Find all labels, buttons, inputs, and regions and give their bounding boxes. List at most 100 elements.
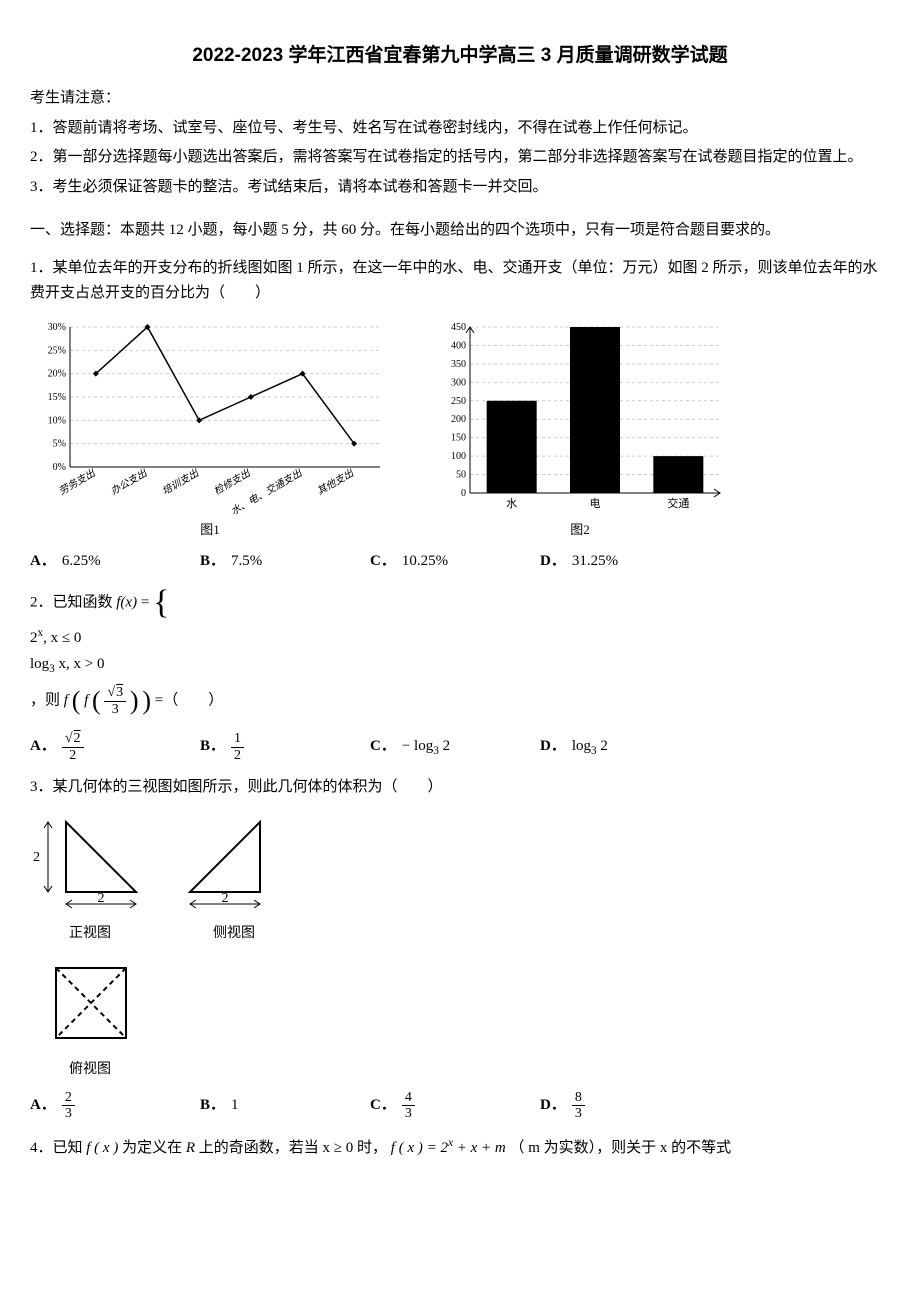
q2-outer-f: f	[64, 693, 68, 709]
q2-arg-num: 3	[115, 685, 123, 700]
q3-a-den: 3	[62, 1106, 75, 1121]
q2-prefix: 2．已知函数	[30, 595, 116, 611]
rparen2-icon: )	[130, 686, 139, 715]
q4-R: R	[186, 1140, 195, 1156]
q3-c-den: 3	[402, 1106, 415, 1121]
notice-heading: 考生请注意：	[30, 86, 890, 112]
svg-text:2: 2	[98, 891, 105, 906]
opt-a-label: A．	[30, 549, 56, 575]
q3-d-num: 8	[572, 1090, 585, 1106]
front-view: 22	[30, 810, 150, 920]
q2-a-label: A．	[30, 734, 56, 760]
q1-options: A．6.25% B．7.5% C．10.25% D．31.25%	[30, 549, 890, 575]
q3-a-label: A．	[30, 1093, 56, 1119]
q2-a-num: 2	[73, 731, 81, 746]
svg-text:300: 300	[451, 377, 466, 388]
q3-views: 22 正视图 2 侧视图 俯视图	[30, 810, 890, 1082]
section-1-heading: 一、选择题：本题共 12 小题，每小题 5 分，共 60 分。在每小题给出的四个…	[30, 218, 890, 244]
line-chart: 0%5%10%15%20%25%30%劳务支出办公支出培训支出检修支出水、电、交…	[30, 317, 390, 517]
side-view: 2	[174, 810, 294, 920]
lparen-icon: (	[72, 686, 81, 715]
rparen-icon: )	[142, 686, 151, 715]
q4-fx: f ( x )	[86, 1140, 118, 1156]
bar-chart: 050100150200250300350400450水电交通	[430, 317, 730, 517]
notice-3: 3．考生必须保证答题卡的整洁。考试结束后，请将本试卷和答题卡一并交回。	[30, 175, 890, 201]
line-chart-caption: 图1	[30, 519, 390, 541]
top-view-block: 俯视图	[30, 956, 150, 1082]
top-view	[30, 956, 150, 1056]
q2-d-rest: 2	[597, 738, 608, 754]
q3-d-den: 3	[572, 1106, 585, 1121]
lparen2-icon: (	[92, 686, 101, 715]
svg-text:培训支出: 培训支出	[160, 467, 202, 498]
q4-text: 4．已知 f ( x ) 为定义在 R 上的奇函数，若当 x ≥ 0 时， f …	[30, 1134, 890, 1162]
brace-icon: {	[153, 586, 169, 620]
notice-1: 1．答题前请将考场、试室号、座位号、考生号、姓名写在试卷密封线内，不得在试卷上作…	[30, 116, 890, 142]
q2-case2-rest: x, x > 0	[55, 656, 105, 672]
q2-inner-f: f	[84, 693, 88, 709]
svg-text:2: 2	[33, 850, 40, 865]
top-view-label: 俯视图	[30, 1058, 150, 1082]
svg-text:350: 350	[451, 359, 466, 370]
q3-options: A． 2 3 B．1 C． 4 3 D． 8 3	[30, 1090, 890, 1122]
opt-d-label: D．	[540, 549, 566, 575]
front-view-label: 正视图	[30, 922, 150, 946]
q1-line-chart-block: 0%5%10%15%20%25%30%劳务支出办公支出培训支出检修支出水、电、交…	[30, 317, 390, 541]
svg-text:50: 50	[456, 469, 466, 480]
opt-c-label: C．	[370, 549, 396, 575]
svg-text:交通: 交通	[667, 496, 689, 510]
front-view-block: 22 正视图	[30, 810, 150, 946]
q4-cond: x ≥ 0	[323, 1140, 354, 1156]
q2-d-log: log	[572, 738, 591, 754]
svg-text:15%: 15%	[48, 392, 66, 403]
q2-d-label: D．	[540, 734, 566, 760]
q2-mid: ，则	[30, 693, 64, 709]
q4-sup: x	[448, 1137, 453, 1149]
q3-opt-b: 1	[231, 1093, 239, 1119]
q4-paren: （ m 为实数），则关于 x 的不等式	[509, 1140, 731, 1156]
q3-text: 3．某几何体的三视图如图所示，则此几何体的体积为（ ）	[30, 775, 890, 801]
q2-case1-base: 2	[30, 630, 38, 646]
svg-text:20%: 20%	[48, 368, 66, 379]
q3-c-num: 4	[402, 1090, 415, 1106]
q2-piecewise: {	[153, 586, 171, 620]
svg-text:办公支出: 办公支出	[108, 467, 150, 498]
side-view-block: 2 侧视图	[174, 810, 294, 946]
q2-arg-frac: √3 3	[104, 685, 126, 717]
svg-text:其他支出: 其他支出	[315, 467, 357, 498]
svg-text:电: 电	[590, 497, 601, 510]
svg-text:25%: 25%	[48, 345, 66, 356]
q2-case1-cond: , x ≤ 0	[43, 630, 81, 646]
q2-opt-c: − log3 2	[402, 734, 450, 761]
q3-c-label: C．	[370, 1093, 396, 1119]
svg-text:400: 400	[451, 340, 466, 351]
notice-2: 2．第一部分选择题每小题选出答案后，需将答案写在试卷指定的括号内，第二部分非选择…	[30, 145, 890, 171]
q2-c-rest: 2	[439, 738, 450, 754]
svg-text:450: 450	[451, 322, 466, 333]
q2-c-label: C．	[370, 734, 396, 760]
q4-mid2: 上的奇函数，若当	[199, 1140, 323, 1156]
page-title: 2022-2023 学年江西省宜春第九中学高三 3 月质量调研数学试题	[30, 40, 890, 72]
q1-text: 1．某单位去年的开支分布的折线图如图 1 所示，在这一年中的水、电、交通开支（单…	[30, 256, 890, 307]
q4-prefix: 4．已知	[30, 1140, 86, 1156]
q2-opt-d: log3 2	[572, 734, 608, 761]
svg-text:10%: 10%	[48, 415, 66, 426]
q4-rest: + x + m	[457, 1140, 506, 1156]
svg-text:100: 100	[451, 451, 466, 462]
q2-b-label: B．	[200, 734, 225, 760]
q1-opt-c: 10.25%	[402, 549, 448, 575]
svg-text:2: 2	[222, 891, 229, 906]
opt-b-label: B．	[200, 549, 225, 575]
q2-opt-b: 1 2	[231, 731, 244, 763]
q1-bar-chart-block: 050100150200250300350400450水电交通 图2	[430, 317, 730, 541]
q2-tail: =（ ）	[155, 693, 223, 709]
q2-opt-a: √2 2	[62, 731, 84, 763]
svg-text:5%: 5%	[53, 438, 66, 449]
q3-opt-a: 2 3	[62, 1090, 75, 1122]
q4-fx2: f ( x ) = 2	[391, 1140, 448, 1156]
svg-text:200: 200	[451, 414, 466, 425]
svg-text:检修支出: 检修支出	[212, 467, 254, 498]
q3-opt-c: 4 3	[402, 1090, 415, 1122]
q2-eq: =	[141, 595, 153, 611]
q2-case2-log: log	[30, 656, 49, 672]
